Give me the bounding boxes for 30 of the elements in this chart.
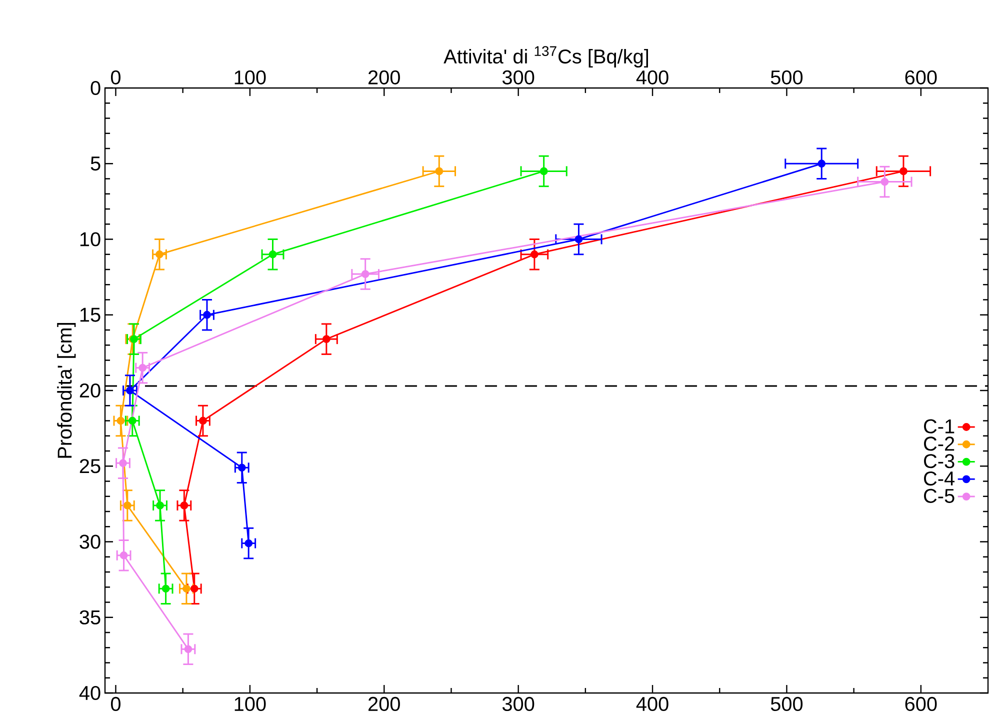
x-tick-label: 500 bbox=[770, 70, 803, 84]
legend-label: C-4 bbox=[924, 471, 955, 486]
y-tick-label: 10 bbox=[80, 232, 100, 246]
x-tick-label: 300 bbox=[502, 70, 534, 84]
x2-tick-label: 100 bbox=[234, 696, 266, 712]
y-axis-title: Profondita' [cm] bbox=[57, 323, 76, 458]
x-tick-label: 600 bbox=[905, 70, 937, 84]
legend-label: C-3 bbox=[924, 454, 954, 468]
x2-tick-label: 500 bbox=[770, 696, 803, 712]
legend-label: C-2 bbox=[924, 436, 954, 451]
y-tick-label: 20 bbox=[80, 383, 100, 398]
y-tick-label: 5 bbox=[90, 156, 100, 171]
x2-tick-label: 300 bbox=[502, 696, 534, 712]
y-tick-label: 40 bbox=[79, 686, 100, 700]
x-tick-label: 400 bbox=[636, 70, 668, 84]
x2-axis-title: Attivita' di $^{137}$Cs [Bq/kg] bbox=[444, 46, 648, 68]
x2-tick-label: 0 bbox=[110, 696, 120, 712]
y-tick-label: 15 bbox=[80, 308, 100, 322]
y-tick-label: 25 bbox=[80, 459, 100, 474]
x-tick-label: 200 bbox=[368, 70, 400, 84]
x-tick-label: 100 bbox=[234, 70, 266, 84]
x2-tick-label: 600 bbox=[905, 696, 937, 712]
legend-label: C-1 bbox=[924, 419, 954, 434]
y-tick-label: 30 bbox=[80, 534, 100, 549]
x2-tick-label: 400 bbox=[636, 696, 668, 712]
x2-tick-label: 200 bbox=[368, 696, 400, 712]
y-tick-label: 0 bbox=[90, 80, 100, 96]
legend-label: C-5 bbox=[924, 488, 954, 503]
x-tick-label: 0 bbox=[110, 70, 120, 84]
y-tick-label: 35 bbox=[80, 610, 100, 624]
